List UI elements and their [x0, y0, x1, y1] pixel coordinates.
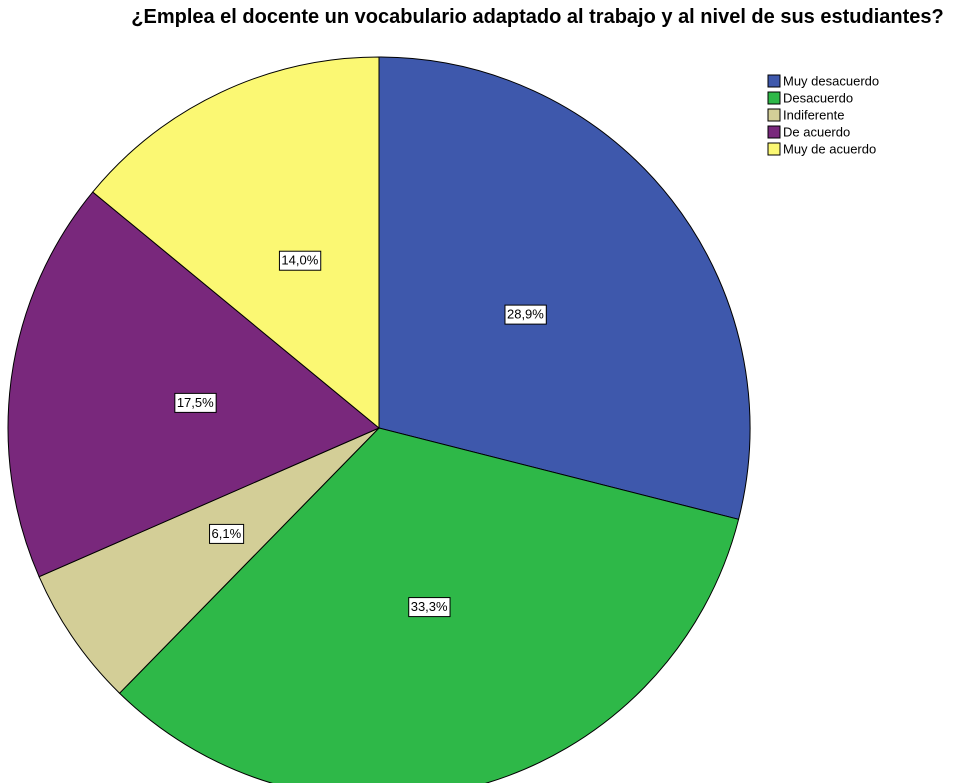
data-label-box	[174, 392, 217, 413]
legend-swatch	[767, 108, 781, 122]
data-label: 33,3%	[408, 597, 451, 618]
legend-swatch	[767, 125, 781, 139]
legend-label: Indiferente	[783, 107, 844, 122]
pie-slice	[7, 191, 380, 578]
data-label-text: 28,9%	[507, 307, 544, 322]
data-label-text: 6,1%	[212, 526, 242, 541]
data-label-text: 14,0%	[281, 253, 318, 268]
data-label-box	[504, 304, 547, 325]
data-label: 28,9%	[504, 304, 547, 325]
data-label-text: 17,5%	[177, 395, 214, 410]
data-label: 14,0%	[278, 250, 322, 271]
legend-label: Muy de acuerdo	[783, 141, 876, 156]
chart-title: ¿Emplea el docente un vocabulario adapta…	[131, 6, 944, 28]
pie-slice	[38, 427, 380, 694]
data-label: 6,1%	[209, 523, 245, 544]
legend-swatch	[767, 91, 781, 105]
legend-label: De acuerdo	[783, 124, 850, 139]
pie-slice	[378, 56, 751, 520]
pie-slice	[92, 56, 380, 430]
data-label-box	[209, 523, 245, 544]
legend-swatch	[767, 142, 781, 156]
data-label-box	[408, 597, 451, 618]
data-label-box	[278, 250, 322, 271]
legend-label: Muy desacuerdo	[783, 73, 879, 88]
data-label: 17,5%	[174, 392, 217, 413]
legend-swatch	[767, 74, 781, 88]
legend-label: Desacuerdo	[783, 90, 853, 105]
data-label-text: 33,3%	[411, 599, 448, 614]
